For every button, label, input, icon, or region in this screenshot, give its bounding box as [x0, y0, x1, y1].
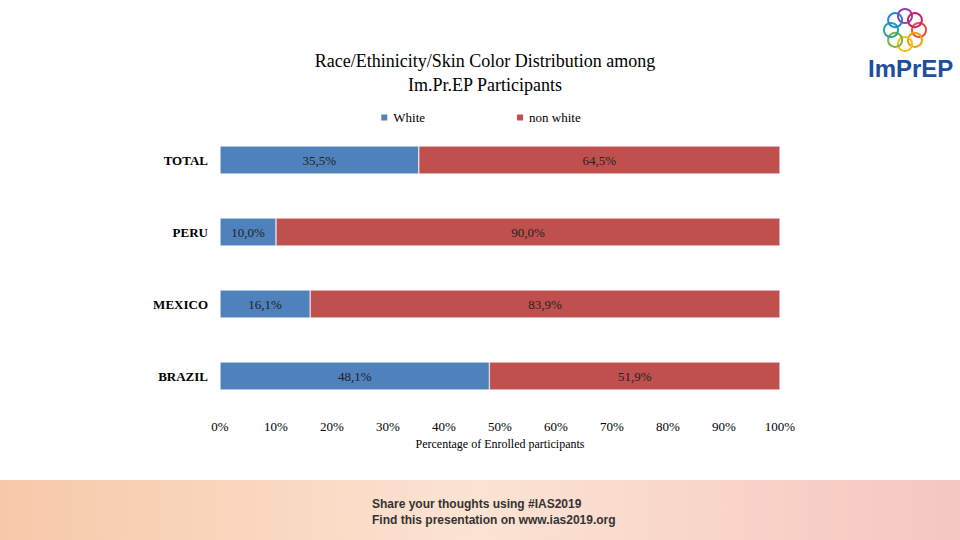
svg-text:Find this presentation on www.: Find this presentation on www.ias2019.or… [372, 513, 616, 527]
svg-text:90,0%: 90,0% [511, 225, 545, 240]
svg-text:0%: 0% [211, 419, 229, 434]
svg-text:48,1%: 48,1% [338, 369, 372, 384]
svg-text:80%: 80% [656, 419, 680, 434]
svg-text:BRAZIL: BRAZIL [158, 369, 208, 384]
svg-text:50%: 50% [488, 419, 512, 434]
svg-text:PERU: PERU [173, 225, 209, 240]
svg-text:Im.Pr.EP Participants: Im.Pr.EP Participants [408, 75, 562, 95]
svg-text:10%: 10% [264, 419, 288, 434]
svg-text:MEXICO: MEXICO [153, 297, 208, 312]
svg-text:Share your thoughts using #IAS: Share your thoughts using #IAS2019 [372, 497, 582, 511]
svg-text:16,1%: 16,1% [248, 297, 282, 312]
svg-text:64,5%: 64,5% [583, 153, 617, 168]
svg-text:40%: 40% [432, 419, 456, 434]
svg-text:30%: 30% [376, 419, 400, 434]
svg-text:35,5%: 35,5% [303, 153, 337, 168]
svg-text:non white: non white [529, 110, 581, 125]
svg-text:Race/Ethinicity/Skin Color Dis: Race/Ethinicity/Skin Color Distribution … [315, 51, 655, 71]
svg-text:60%: 60% [544, 419, 568, 434]
svg-text:90%: 90% [712, 419, 736, 434]
svg-text:100%: 100% [765, 419, 796, 434]
svg-text:Percentage of Enrolled partici: Percentage of Enrolled participants [416, 437, 585, 451]
svg-text:70%: 70% [600, 419, 624, 434]
svg-text:10,0%: 10,0% [231, 225, 265, 240]
svg-text:ImPrEP: ImPrEP [868, 55, 953, 82]
svg-text:White: White [393, 110, 425, 125]
svg-text:83,9%: 83,9% [528, 297, 562, 312]
svg-text:TOTAL: TOTAL [164, 153, 209, 168]
svg-text:20%: 20% [320, 419, 344, 434]
svg-text:51,9%: 51,9% [618, 369, 652, 384]
